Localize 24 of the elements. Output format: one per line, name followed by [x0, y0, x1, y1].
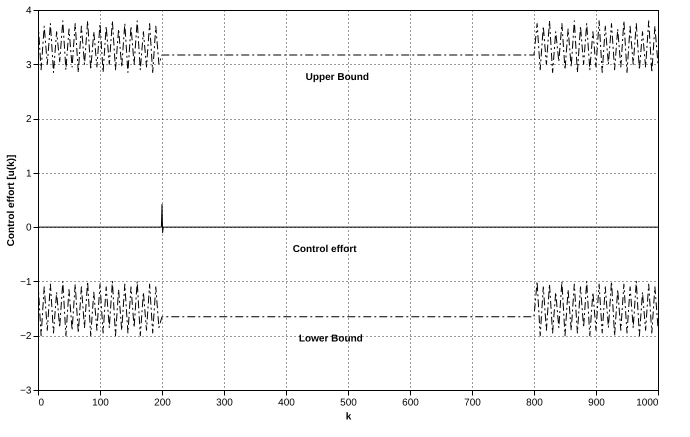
y-tick-label: 2	[26, 114, 32, 126]
annotation: Control effort	[292, 244, 358, 256]
x-tick-label: 700	[464, 398, 482, 408]
x-tick-label: 400	[278, 398, 296, 408]
x-tick-label: 1000	[636, 398, 659, 408]
x-tick-label: 900	[588, 398, 606, 408]
y-axis-title: Control effort [u(k)]	[6, 154, 18, 246]
x-tick-label: 200	[154, 398, 172, 408]
x-tick-label: 800	[526, 398, 544, 408]
annotation: Upper Bound	[306, 72, 369, 84]
x-tick-label: 500	[340, 398, 358, 408]
y-tick-label: −1	[20, 276, 32, 288]
y-tick-label: 1	[26, 168, 32, 180]
x-tick-label: 100	[92, 398, 110, 408]
y-tick-label: 4	[26, 6, 32, 16]
y-tick-label: 0	[26, 222, 32, 234]
y-tick-label: 3	[26, 60, 32, 71]
x-tick-label: 300	[216, 398, 234, 408]
y-tick-label: −3	[20, 386, 32, 396]
x-tick-label: 600	[402, 398, 420, 408]
x-axis-title: k	[346, 412, 352, 422]
annotation: Lower Bound	[298, 334, 363, 345]
x-tick-label: 0	[38, 398, 44, 408]
y-tick-label: −2	[20, 331, 32, 342]
